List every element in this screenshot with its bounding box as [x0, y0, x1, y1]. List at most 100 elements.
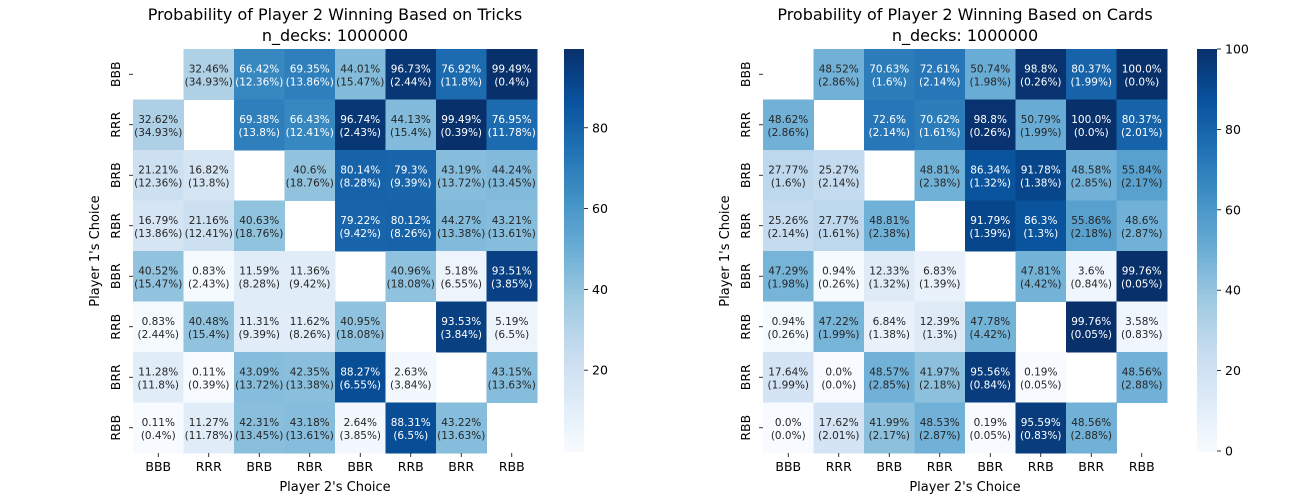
cell-share-label: (8.26%): [289, 329, 331, 341]
colorbar-segment: [564, 101, 584, 106]
cell-share-label: (8.26%): [390, 228, 432, 240]
chart-title: Probability of Player 2 Winning Based on…: [148, 5, 522, 24]
cell-value-label: 72.61%: [920, 63, 960, 75]
heatmap-cell: [1066, 99, 1117, 151]
cell-value-label: 43.22%: [441, 417, 481, 429]
heatmap-cell: [183, 251, 235, 302]
colorbar-segment: [564, 274, 584, 279]
heatmap-cell: [385, 200, 437, 252]
cell-share-label: (2.18%): [919, 379, 961, 391]
x-tick-label: RBR: [297, 459, 323, 474]
cell-share-label: (1.98%): [969, 76, 1011, 88]
heatmap-cell: [385, 352, 437, 403]
cell-share-label: (12.36%): [134, 177, 182, 189]
heatmap-cell: [914, 402, 966, 454]
cell-share-label: (18.08%): [336, 329, 384, 341]
colorbar-segment: [564, 426, 584, 432]
cell-share-label: (3.85%): [491, 278, 533, 290]
cell-value-label: 0.19%: [1024, 366, 1057, 378]
cell-share-label: (0.26%): [1020, 76, 1062, 88]
colorbar-segment: [564, 77, 584, 82]
colorbar-segment: [1197, 410, 1217, 416]
heatmap-cell: [813, 49, 865, 100]
colorbar-segment: [564, 189, 584, 195]
cell-share-label: (0.0%): [1124, 76, 1159, 88]
cell-value-label: 66.42%: [239, 63, 279, 75]
colorbar-segment: [564, 442, 584, 448]
colorbar-segment: [564, 229, 584, 235]
cell-value-label: 0.83%: [142, 316, 175, 328]
cell-share-label: (2.44%): [390, 76, 432, 88]
colorbar-segment: [564, 93, 584, 98]
colorbar-segment: [1197, 406, 1217, 412]
colorbar-segment: [1197, 326, 1217, 331]
colorbar-segment: [564, 181, 584, 187]
y-tick-label: RBB: [738, 415, 753, 441]
colorbar-segment: [1197, 221, 1217, 227]
x-axis-label: Player 2's Choice: [909, 480, 1020, 495]
colorbar-segment: [1197, 177, 1217, 183]
heatmap-cell: [763, 200, 814, 252]
cell-share-label: (15.4%): [390, 127, 432, 139]
heatmap-cell: [486, 251, 538, 302]
colorbar-segment: [1197, 69, 1217, 74]
colorbar-segment: [564, 233, 584, 239]
colorbar-segment: [564, 382, 584, 388]
y-tick-label: RBR: [738, 212, 753, 238]
cell-value-label: 40.96%: [391, 265, 431, 277]
heatmap-cell: [486, 99, 538, 151]
colorbar-segment: [564, 153, 584, 159]
cell-value-label: 66.43%: [290, 114, 330, 126]
colorbar-tick-label: 0: [1225, 444, 1233, 459]
cell-value-label: 11.31%: [239, 316, 279, 328]
heatmap-cell: [1015, 251, 1067, 302]
heatmap-cell: [1015, 352, 1067, 403]
colorbar-tick-label: 40: [592, 282, 608, 297]
cell-share-label: (0.83%): [1121, 329, 1163, 341]
colorbar-segment: [564, 173, 584, 179]
colorbar-segment: [564, 354, 584, 360]
heatmap-cell: [335, 150, 386, 201]
colorbar-segment: [564, 282, 584, 287]
heatmap-cell: [234, 99, 285, 151]
heatmap-cell: [813, 352, 865, 403]
colorbar-segment: [564, 266, 584, 271]
cell-value-label: 44.24%: [492, 164, 532, 176]
x-tick-label: RRB: [398, 459, 424, 474]
cell-share-label: (2.85%): [1070, 177, 1112, 189]
cell-share-label: (1.6%): [771, 177, 806, 189]
colorbar-segment: [1197, 250, 1217, 255]
heatmap-cell: [1015, 150, 1067, 201]
cell-value-label: 72.6%: [873, 114, 906, 126]
colorbar-segment: [564, 330, 584, 336]
heatmap-cell: [1015, 200, 1067, 252]
heatmap-cell: [813, 200, 865, 252]
cell-share-label: (13.63%): [488, 379, 536, 391]
colorbar-segment: [1197, 189, 1217, 195]
heatmap-cell: [183, 150, 235, 201]
colorbar-segment: [564, 85, 584, 90]
heatmap-cell: [965, 200, 1016, 252]
colorbar-segment: [564, 402, 584, 408]
cell-share-label: (0.4%): [494, 76, 529, 88]
cell-share-label: (6.55%): [440, 278, 482, 290]
heatmap-cell: [133, 352, 184, 403]
heatmap-cell: [133, 301, 184, 353]
colorbar-segment: [1197, 225, 1217, 231]
colorbar-segment: [1197, 426, 1217, 432]
cell-value-label: 76.92%: [441, 63, 481, 75]
heatmap-cell: [763, 99, 814, 151]
heatmap-cell: [914, 251, 966, 302]
colorbar-segment: [564, 69, 584, 74]
heatmap-cell: [284, 150, 336, 201]
x-axis-label: Player 2's Choice: [279, 480, 390, 495]
colorbar-segment: [1197, 302, 1217, 307]
colorbar-segment: [564, 362, 584, 368]
cell-value-label: 0.0%: [775, 417, 802, 429]
cell-value-label: 95.56%: [970, 366, 1010, 378]
colorbar-segment: [564, 250, 584, 255]
cell-share-label: (1.61%): [919, 127, 961, 139]
cell-share-label: (0.39%): [188, 379, 230, 391]
heatmap-cell: [436, 402, 487, 454]
cell-share-label: (13.72%): [235, 379, 283, 391]
